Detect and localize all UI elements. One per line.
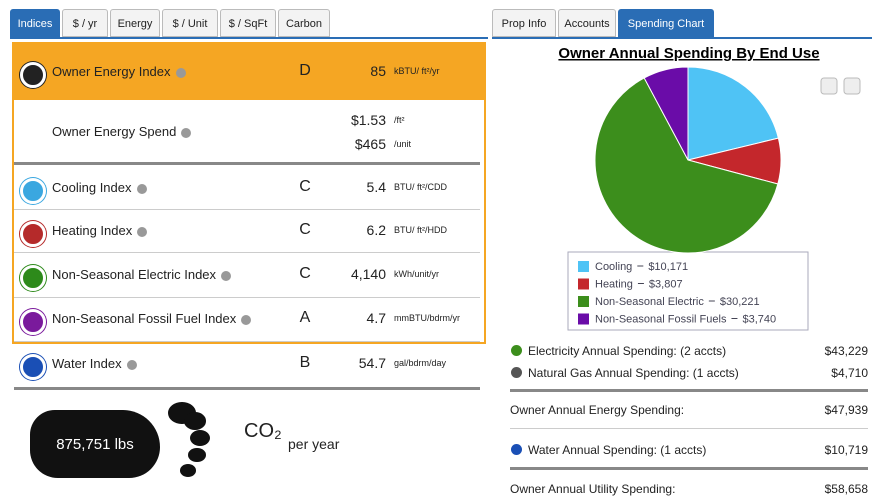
row-unit: BTU/ ft²/CDD xyxy=(394,182,447,192)
section-divider xyxy=(14,162,480,165)
row-icon xyxy=(20,62,46,88)
tab[interactable]: Prop Info xyxy=(492,9,556,37)
spending-value: $47,939 xyxy=(770,403,868,417)
help-icon[interactable] xyxy=(176,68,186,78)
section-divider xyxy=(14,387,480,390)
help-icon[interactable] xyxy=(221,271,231,281)
tab[interactable]: $ / SqFt xyxy=(220,9,276,37)
row-divider xyxy=(14,297,480,298)
legend-label: Heating xyxy=(595,279,633,291)
spending-value: $58,658 xyxy=(770,482,868,496)
tab[interactable]: Energy xyxy=(110,9,160,37)
spend-unit: /ft² xyxy=(394,115,405,125)
row-grade: D xyxy=(285,62,325,80)
legend-swatch xyxy=(578,296,589,307)
tab[interactable]: $ / yr xyxy=(62,9,108,37)
carbon-period: per year xyxy=(288,436,339,452)
tab[interactable]: Carbon xyxy=(278,9,330,37)
row-icon xyxy=(20,265,46,291)
tab-underline xyxy=(492,37,872,39)
row-value: 85 xyxy=(320,63,386,79)
row-grade: B xyxy=(285,354,325,372)
row-divider xyxy=(14,341,480,342)
legend-swatch xyxy=(578,279,589,290)
row-name: Owner Energy Spend xyxy=(52,124,191,139)
row-icon xyxy=(20,221,46,247)
help-icon[interactable] xyxy=(137,227,147,237)
legend-label: Non-Seasonal Electric xyxy=(595,296,704,308)
row-value: 4,140 xyxy=(320,266,386,282)
help-icon[interactable] xyxy=(241,315,251,325)
row-unit: gal/bdrm/day xyxy=(394,358,446,368)
section-divider xyxy=(510,467,868,470)
spend-value: $465 xyxy=(320,136,386,152)
row-value: 54.7 xyxy=(320,355,386,371)
row-value: 4.7 xyxy=(320,310,386,326)
carbon-unit: CO₂ xyxy=(244,420,282,443)
spend-unit: /unit xyxy=(394,139,411,149)
row-grade: A xyxy=(285,309,325,327)
spending-value: $4,710 xyxy=(770,366,868,380)
spending-label: Water Annual Spending: (1 accts) xyxy=(528,443,706,457)
spending-label: Owner Annual Utility Spending: xyxy=(510,482,675,496)
spend-value: $1.53 xyxy=(320,112,386,128)
help-icon[interactable] xyxy=(127,360,137,370)
legend-label: Cooling xyxy=(595,261,632,273)
legend-label: Non-Seasonal Fossil Fuels xyxy=(595,314,727,326)
row-icon xyxy=(20,178,46,204)
row-value: 6.2 xyxy=(320,222,386,238)
tab[interactable]: $ / Unit xyxy=(162,9,218,37)
print-button[interactable] xyxy=(821,78,837,94)
legend-swatch xyxy=(578,314,589,325)
legend-value: $3,807 xyxy=(649,279,683,291)
row-icon xyxy=(511,444,522,455)
row-name: Non-Seasonal Fossil Fuel Index xyxy=(52,311,251,326)
row-grade: C xyxy=(285,221,325,239)
help-icon[interactable] xyxy=(137,184,147,194)
spending-label: Owner Annual Energy Spending: xyxy=(510,403,684,417)
toe xyxy=(184,412,206,430)
section-divider xyxy=(510,389,868,392)
tab[interactable]: Indices xyxy=(10,9,60,37)
tab[interactable]: Spending Chart xyxy=(618,9,714,37)
chart: Owner Annual Spending By End Use Cooling… xyxy=(492,40,882,340)
row-unit: kWh/unit/yr xyxy=(394,269,439,279)
row-icon xyxy=(20,309,46,335)
spending-label: Electricity Annual Spending: (2 accts) xyxy=(528,344,726,358)
legend-value: $3,740 xyxy=(742,314,776,326)
carbon-amount: 875,751 lbs xyxy=(40,436,150,453)
row-icon xyxy=(511,345,522,356)
legend-value: $10,171 xyxy=(648,261,688,273)
row-name: Cooling Index xyxy=(52,180,147,195)
spending-value: $43,229 xyxy=(770,344,868,358)
row-icon xyxy=(511,367,522,378)
tab[interactable]: Accounts xyxy=(558,9,616,37)
row-name: Water Index xyxy=(52,356,137,371)
chart-title: Owner Annual Spending By End Use xyxy=(558,45,819,62)
download-button[interactable] xyxy=(844,78,860,94)
row-name: Non-Seasonal Electric Index xyxy=(52,267,231,282)
legend-value: $30,221 xyxy=(720,296,760,308)
spending-label: Natural Gas Annual Spending: (1 accts) xyxy=(528,366,739,380)
page: {"left":{"tabs":["Indices","$ / yr","Ene… xyxy=(0,0,885,500)
tab-underline xyxy=(10,37,488,39)
row-name: Owner Energy Index xyxy=(52,64,186,79)
toe xyxy=(190,430,210,446)
toe xyxy=(188,448,206,462)
toe xyxy=(180,464,196,477)
row-unit: mmBTU/bdrm/yr xyxy=(394,313,460,323)
row-grade: C xyxy=(285,178,325,196)
row-divider xyxy=(14,252,480,253)
row-divider xyxy=(14,209,480,210)
row-unit: BTU/ ft²/HDD xyxy=(394,225,447,235)
row-unit: kBTU/ ft²/yr xyxy=(394,66,440,76)
spending-value: $10,719 xyxy=(770,443,868,457)
row-grade: C xyxy=(285,265,325,283)
row-name: Heating Index xyxy=(52,223,147,238)
row-value: 5.4 xyxy=(320,179,386,195)
legend-swatch xyxy=(578,261,589,272)
help-icon[interactable] xyxy=(181,128,191,138)
row-divider xyxy=(510,428,868,429)
row-icon xyxy=(20,354,46,380)
